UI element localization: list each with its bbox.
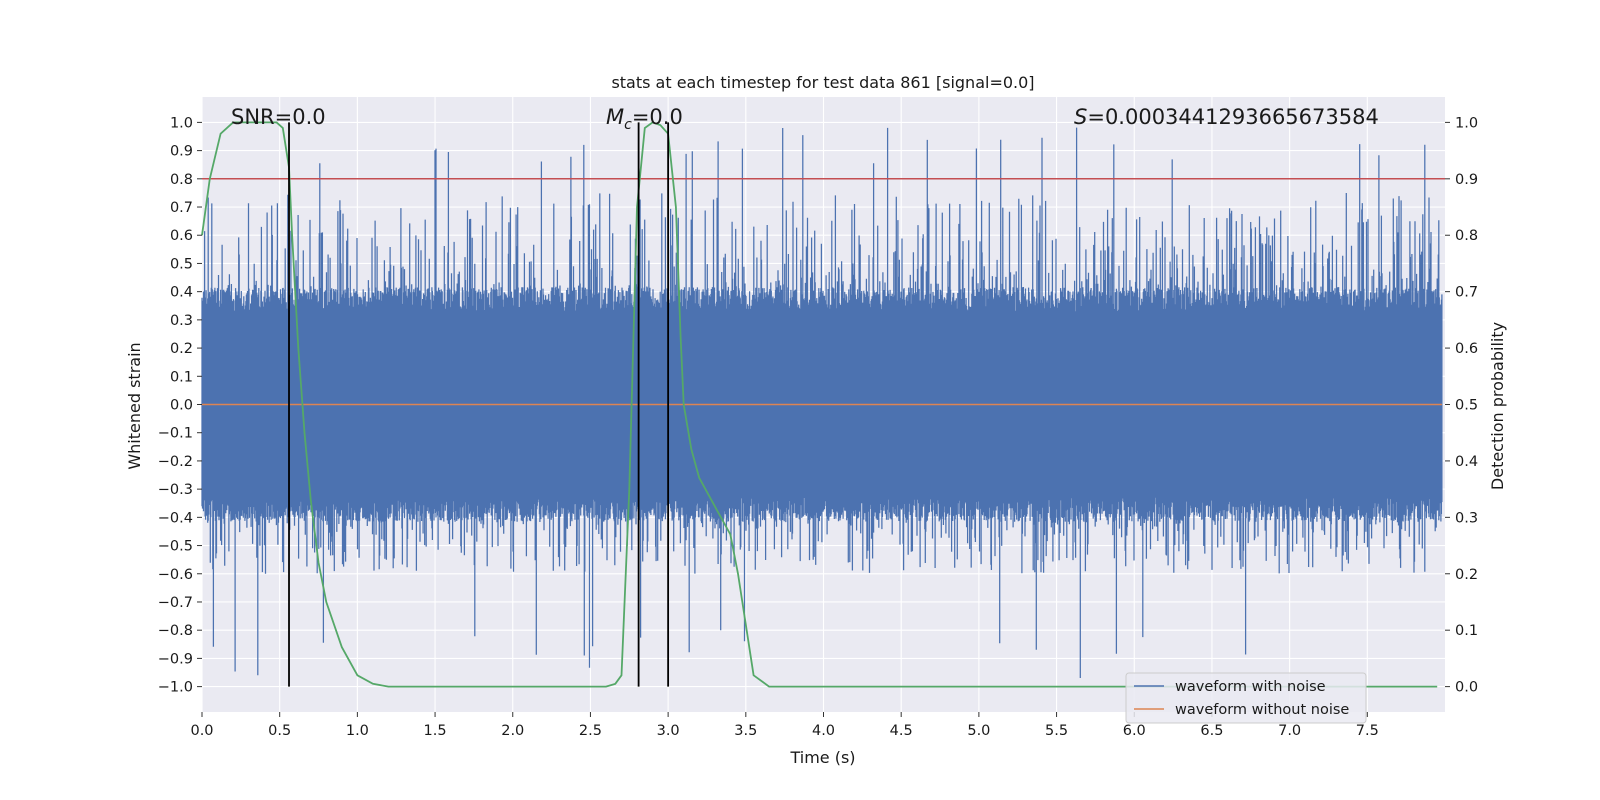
x-axis-ticks: 0.0 0.5 1.0 1.5 2.0 2.5 3.0 3.5 4.0 4.5 5.0 5.5 6.0 6… — [190, 712, 1379, 739]
y-left-tick-label-9: 0.1 — [170, 369, 193, 385]
chart-title: stats at each timestep for test data 861… — [611, 73, 1034, 92]
y-right-tick-label-0: 1.0 — [1455, 115, 1478, 131]
y-right-tick-label-2: 0.8 — [1455, 228, 1478, 244]
x-tick-label-11: 5.5 — [1045, 723, 1068, 739]
x-tick-label-0: 0.0 — [190, 723, 213, 739]
y-left-tick-label-15: −0.5 — [158, 539, 193, 555]
legend: waveform with noise waveform without noi… — [1125, 672, 1367, 724]
score-symbol: S — [1074, 105, 1087, 129]
y-left-tick-label-8: 0.2 — [170, 341, 193, 357]
y-right-tick-label-6: 0.4 — [1455, 454, 1478, 470]
y-left-tick-label-5: 0.5 — [170, 256, 193, 272]
y-right-tick-label-8: 0.2 — [1455, 567, 1478, 583]
y-left-tick-label-12: −0.2 — [158, 454, 193, 470]
y-right-tick-label-4: 0.6 — [1455, 341, 1478, 357]
y-left-tick-label-19: −0.9 — [158, 651, 193, 667]
noise-waveform-series — [201, 127, 1443, 678]
legend-label-noise: waveform with noise — [1175, 679, 1326, 695]
y-right-axis-ticks: 1.0 0.9 0.8 0.7 0.6 0.5 0.4 0.3 0.2 0.1 0.0 — [1445, 115, 1478, 696]
y-right-tick-label-1: 0.9 — [1455, 172, 1478, 188]
x-tick-label-14: 7.0 — [1278, 723, 1301, 739]
y-left-tick-label-17: −0.7 — [158, 595, 193, 611]
y-left-tick-label-0: 1.0 — [170, 115, 193, 131]
y-left-axis-label: Whitened strain — [125, 342, 144, 469]
noise-waveform-path — [201, 127, 1443, 678]
x-tick-label-4: 2.0 — [501, 723, 524, 739]
score-value: =0.0003441293665673584 — [1087, 105, 1379, 129]
x-tick-label-7: 3.5 — [734, 723, 757, 739]
x-tick-label-1: 0.5 — [268, 723, 291, 739]
y-right-tick-label-3: 0.7 — [1455, 285, 1478, 301]
x-tick-label-13: 6.5 — [1200, 723, 1223, 739]
x-tick-label-12: 6.0 — [1123, 723, 1146, 739]
x-tick-label-6: 3.0 — [657, 723, 680, 739]
x-tick-label-3: 1.5 — [424, 723, 447, 739]
legend-label-clean: waveform without noise — [1175, 702, 1349, 718]
y-right-tick-label-7: 0.3 — [1455, 510, 1478, 526]
y-left-tick-label-3: 0.7 — [170, 200, 193, 216]
x-tick-label-9: 4.5 — [890, 723, 913, 739]
score-annotation: S=0.0003441293665673584 — [1074, 105, 1379, 129]
y-left-tick-label-13: −0.3 — [158, 482, 193, 498]
x-tick-label-8: 4.0 — [812, 723, 835, 739]
vertical-lines — [288, 122, 670, 687]
x-tick-label-2: 1.0 — [346, 723, 369, 739]
y-left-tick-label-11: −0.1 — [158, 426, 193, 442]
x-tick-label-5: 2.5 — [579, 723, 602, 739]
y-left-tick-label-10: 0.0 — [170, 398, 193, 414]
y-left-tick-label-18: −0.8 — [158, 623, 193, 639]
y-left-tick-label-1: 0.9 — [170, 144, 193, 160]
legend-box — [1125, 672, 1367, 724]
x-tick-label-15: 7.5 — [1356, 723, 1379, 739]
y-right-axis-label: Detection probability — [1488, 322, 1507, 490]
y-left-axis-ticks: 1.0 0.9 0.8 0.7 0.6 0.5 0.4 0.3 0.2 0.1 0.0 −0.1 −0.… — [158, 115, 202, 696]
probability-line — [201, 121, 1438, 688]
x-tick-label-10: 5.0 — [967, 723, 990, 739]
x-axis-label: Time (s) — [789, 748, 855, 767]
probability-series — [201, 121, 1438, 688]
snr-annotation: SNR=0.0 — [231, 105, 326, 129]
chirp-mass-subscript: c — [624, 117, 632, 133]
y-left-tick-label-6: 0.4 — [170, 285, 193, 301]
y-left-tick-label-16: −0.6 — [158, 567, 193, 583]
y-right-tick-label-9: 0.1 — [1455, 623, 1478, 639]
y-left-tick-label-4: 0.6 — [170, 228, 193, 244]
y-left-tick-label-14: −0.4 — [158, 510, 193, 526]
y-left-tick-label-7: 0.3 — [170, 313, 193, 329]
y-left-tick-label-20: −1.0 — [158, 680, 193, 696]
chirp-mass-annotation: Mc=0.0 — [606, 105, 683, 133]
y-right-tick-label-10: 0.0 — [1455, 680, 1478, 696]
chirp-mass-symbol: M — [606, 105, 624, 129]
y-right-tick-label-5: 0.5 — [1455, 398, 1478, 414]
y-left-tick-label-2: 0.8 — [170, 172, 193, 188]
chirp-mass-value: =0.0 — [632, 105, 683, 129]
